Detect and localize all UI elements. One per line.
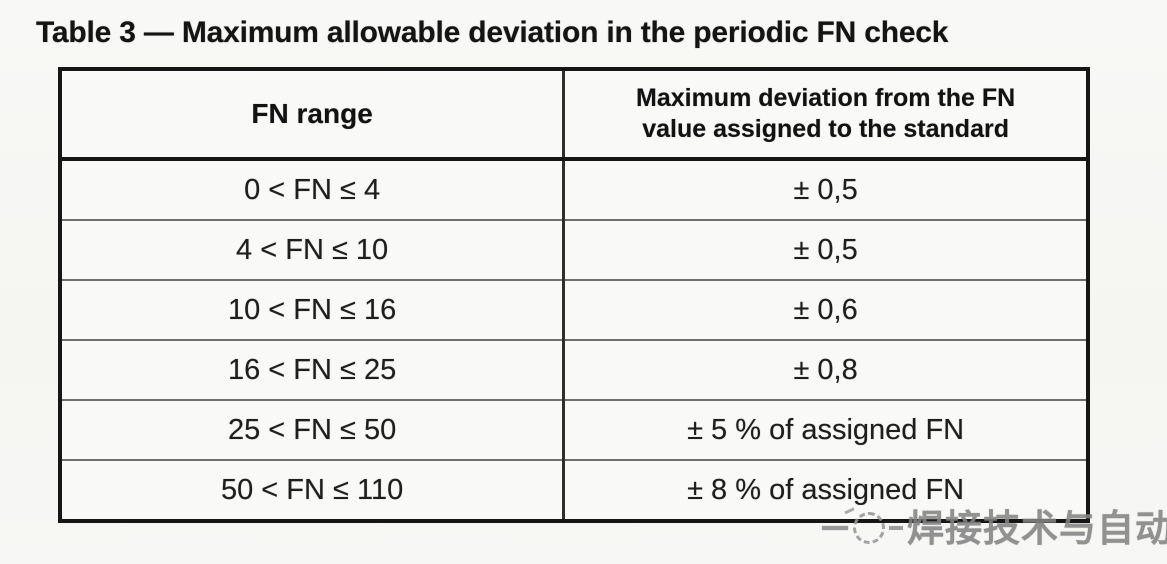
deviation-cell: ± 0,5 [563, 219, 1088, 280]
fn-range-cell: 25 < FN ≤ 50 [60, 399, 566, 460]
table-row: 25 < FN ≤ 50 ± 5 % of assigned FN [60, 399, 1088, 460]
deviation-cell: ± 8 % of assigned FN [563, 459, 1088, 521]
column-header-line-2: value assigned to the standard [642, 115, 1009, 143]
deviation-cell: ± 0,5 [793, 173, 858, 206]
fn-range-cell: 4 < FN ≤ 10 [60, 219, 566, 280]
fn-range-cell: 16 < FN ≤ 25 [60, 339, 566, 400]
deviation-cell: ± 0,8 [563, 339, 1088, 400]
table-row: 0 < FN ≤ 4 ± 0,5 [60, 159, 1088, 220]
column-header-max-deviation: Maximum deviation from the FN value assi… [563, 69, 1088, 161]
table-row: 4 < FN ≤ 10 ± 0,5 [60, 219, 1088, 280]
table-row: 10 < FN ≤ 16 ± 0,6 [60, 279, 1088, 340]
table-row: 50 < FN ≤ 110 ± 8 % of assigned FN [60, 459, 1088, 521]
fn-range-cell: 50 < FN ≤ 110 [60, 459, 566, 521]
fn-range-cell: 10 < FN ≤ 16 [60, 279, 566, 340]
deviation-cell: ± 0,6 [563, 279, 1088, 340]
column-header-line-1: Maximum deviation from the FN [636, 83, 1016, 112]
header-row: FN range Maximum deviation from the FN v… [60, 69, 1088, 161]
fn-range-cell: 0 < FN ≤ 4 [60, 159, 566, 220]
table-header: FN range Maximum deviation from the FN v… [60, 69, 1088, 161]
table-body: 0 < FN ≤ 4 ± 0,5 4 < FN ≤ 10 ± 0,5 10 < … [60, 159, 1088, 521]
watermark-tick [889, 526, 903, 530]
deviation-cell: ± 5 % of assigned FN [563, 399, 1088, 460]
table-caption: Table 3 — Maximum allowable deviation in… [36, 16, 949, 49]
column-header-fn-range: FN range [60, 69, 566, 161]
table-row: 16 < FN ≤ 25 ± 0,8 [60, 339, 1088, 400]
fn-deviation-table: FN range Maximum deviation from the FN v… [58, 67, 1090, 523]
watermark-dash [822, 526, 848, 530]
column-header-label: FN range [251, 98, 373, 129]
